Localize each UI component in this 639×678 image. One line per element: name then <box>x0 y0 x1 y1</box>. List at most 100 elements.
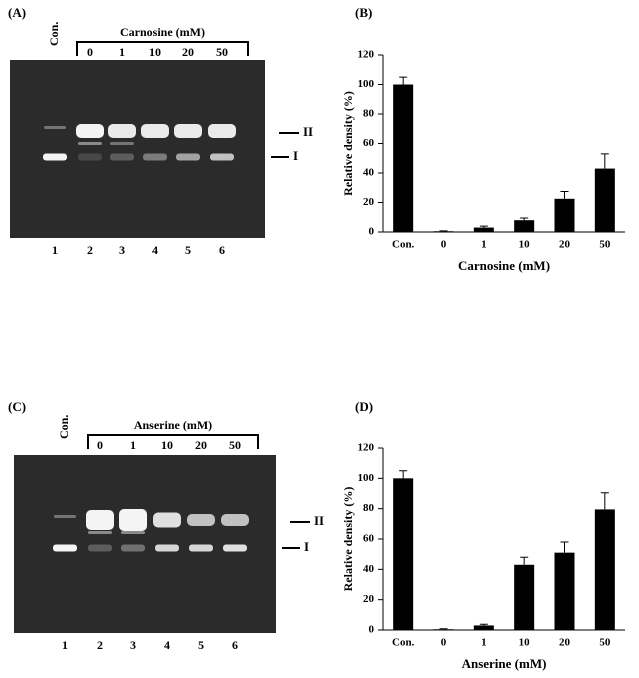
control-label: Con. <box>57 415 71 439</box>
x-tick-label: Con. <box>392 637 415 649</box>
band-label: I <box>293 148 298 163</box>
x-tick-label: 1 <box>481 637 487 649</box>
gel-band <box>174 124 202 138</box>
panel-label: (D) <box>355 399 373 414</box>
gel-band <box>88 531 112 534</box>
concentration-label: 20 <box>182 45 194 59</box>
error-bar <box>600 153 609 169</box>
bar <box>393 478 414 630</box>
bar <box>393 84 414 232</box>
gel-band <box>208 124 236 138</box>
concentration-label: 20 <box>195 438 207 452</box>
gel-band <box>54 515 76 518</box>
error-bar <box>560 541 569 553</box>
band-label: II <box>303 124 313 139</box>
bar <box>473 227 494 232</box>
x-tick-label: 20 <box>559 239 571 251</box>
x-tick-label: 1 <box>481 239 487 251</box>
gel-band <box>76 124 104 138</box>
panel-label: (B) <box>355 5 372 20</box>
y-tick-label: 120 <box>358 442 375 454</box>
lane-number: 4 <box>164 638 170 652</box>
error-bar <box>520 217 529 221</box>
concentration-label: 50 <box>229 438 241 452</box>
lane-number: 6 <box>219 243 225 257</box>
y-tick-label: 60 <box>363 533 375 545</box>
gel-band <box>43 153 67 161</box>
y-tick-label: 40 <box>363 563 375 575</box>
gel-image <box>10 60 265 238</box>
concentration-label: 10 <box>149 45 161 59</box>
y-tick-label: 0 <box>369 226 375 238</box>
x-tick-label: Con. <box>392 239 415 251</box>
gel-band <box>110 142 134 145</box>
error-bar <box>399 470 408 479</box>
gel-band <box>108 124 136 138</box>
y-tick-label: 20 <box>363 196 375 208</box>
gel-band <box>53 544 77 552</box>
gel-band <box>187 514 215 526</box>
panel-label: (C) <box>8 399 26 414</box>
gel-band <box>119 509 147 531</box>
concentration-label: 0 <box>87 45 93 59</box>
gel-band <box>221 514 249 526</box>
y-tick-label: 80 <box>363 108 375 120</box>
bar <box>514 564 535 630</box>
y-tick-label: 100 <box>358 472 375 484</box>
gel-image <box>14 455 276 633</box>
bar <box>554 552 575 630</box>
x-tick-label: 50 <box>599 239 611 251</box>
concentration-label: 0 <box>97 438 103 452</box>
error-bar <box>520 556 529 565</box>
error-bar <box>479 623 488 626</box>
band-label: I <box>304 539 309 554</box>
bar <box>594 168 615 232</box>
bracket <box>87 434 259 449</box>
control-label: Con. <box>47 22 61 46</box>
x-tick-label: 0 <box>441 637 447 649</box>
lane-number: 3 <box>119 243 125 257</box>
gel-band <box>153 512 181 528</box>
gel-band <box>141 124 169 138</box>
gel-band <box>110 153 134 161</box>
gel-band <box>88 544 112 552</box>
y-tick-label: 100 <box>358 78 375 90</box>
lane-number: 1 <box>62 638 68 652</box>
lane-number: 5 <box>198 638 204 652</box>
lane-number: 5 <box>185 243 191 257</box>
x-axis-label: Carnosine (mM) <box>458 258 550 273</box>
lane-number: 2 <box>97 638 103 652</box>
gel-band <box>223 544 247 552</box>
lane-number: 3 <box>130 638 136 652</box>
y-tick-label: 20 <box>363 593 375 605</box>
error-bar <box>479 225 488 228</box>
gel-band <box>78 153 102 161</box>
error-bar <box>600 492 609 510</box>
concentration-label: 1 <box>119 45 125 59</box>
y-tick-label: 40 <box>363 167 375 179</box>
y-tick-label: 0 <box>369 624 375 636</box>
gel-band <box>121 531 145 534</box>
x-tick-label: 20 <box>559 637 571 649</box>
bar <box>514 220 535 232</box>
bar <box>594 509 615 630</box>
y-axis-label: Relative density (%) <box>341 91 355 196</box>
concentration-label: 1 <box>130 438 136 452</box>
x-tick-label: 10 <box>519 239 531 251</box>
gel-band <box>86 510 114 530</box>
gel-band <box>121 544 145 552</box>
y-tick-label: 120 <box>358 49 375 61</box>
gel-band <box>210 153 234 161</box>
bracket <box>76 41 249 56</box>
bar <box>554 198 575 232</box>
treatment-label: Anserine (mM) <box>134 418 212 432</box>
error-bar <box>399 76 408 85</box>
y-axis-label: Relative density (%) <box>341 487 355 592</box>
y-tick-label: 60 <box>363 137 375 149</box>
lane-number: 6 <box>232 638 238 652</box>
y-tick-label: 80 <box>363 502 375 514</box>
gel-band <box>176 153 200 161</box>
concentration-label: 50 <box>216 45 228 59</box>
x-tick-label: 0 <box>441 239 447 251</box>
